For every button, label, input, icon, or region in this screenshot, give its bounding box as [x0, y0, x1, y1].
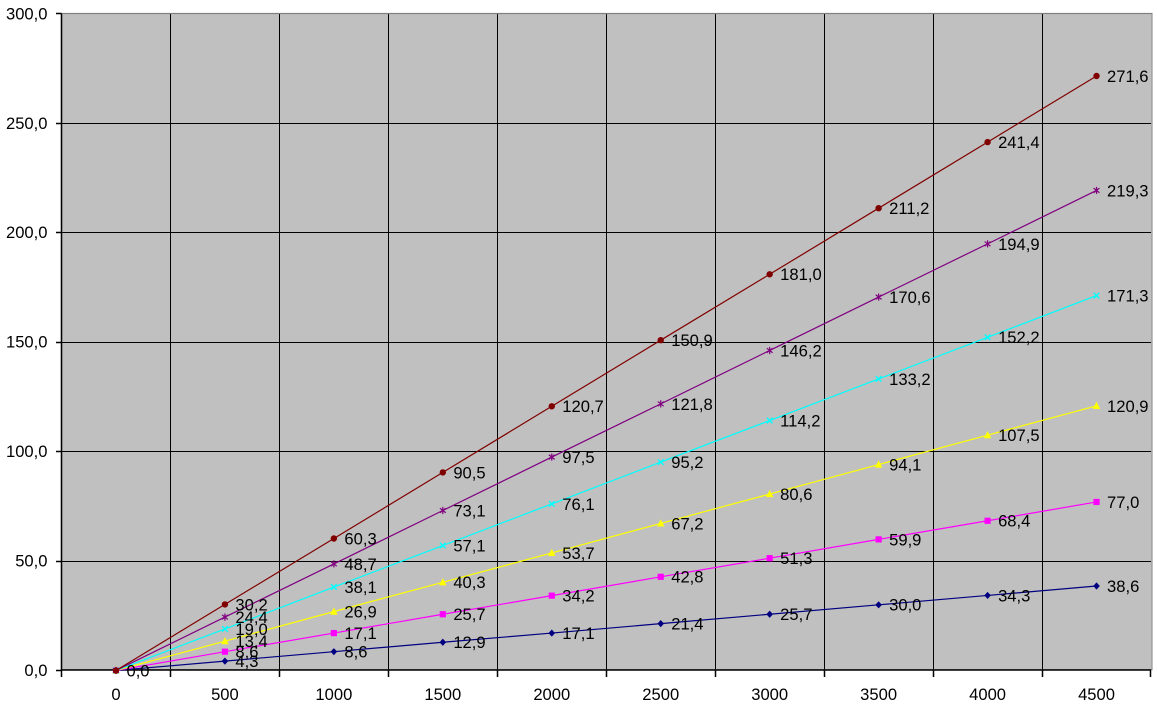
svg-text:4,3: 4,3: [235, 652, 258, 671]
svg-text:77,0: 77,0: [1107, 493, 1139, 512]
svg-text:133,2: 133,2: [889, 370, 931, 389]
svg-text:3000: 3000: [751, 685, 788, 704]
svg-text:25,7: 25,7: [780, 605, 812, 624]
svg-text:0,0: 0,0: [24, 661, 47, 680]
svg-text:2500: 2500: [642, 685, 679, 704]
svg-text:68,4: 68,4: [998, 512, 1030, 531]
svg-text:57,1: 57,1: [453, 536, 485, 555]
svg-text:48,7: 48,7: [344, 555, 376, 574]
svg-text:40,3: 40,3: [453, 573, 485, 592]
svg-text:30,2: 30,2: [235, 595, 267, 614]
svg-text:30,0: 30,0: [889, 596, 921, 615]
svg-text:181,0: 181,0: [780, 265, 822, 284]
svg-text:121,8: 121,8: [671, 395, 713, 414]
svg-text:200,0: 200,0: [6, 223, 48, 242]
svg-text:17,1: 17,1: [344, 624, 376, 643]
svg-text:60,3: 60,3: [344, 529, 376, 548]
svg-text:94,1: 94,1: [889, 455, 921, 474]
svg-text:13,4: 13,4: [235, 632, 267, 651]
svg-text:194,9: 194,9: [998, 235, 1040, 254]
svg-text:26,9: 26,9: [344, 603, 376, 622]
svg-text:25,7: 25,7: [453, 605, 485, 624]
svg-text:170,6: 170,6: [889, 288, 931, 307]
svg-text:19,0: 19,0: [235, 620, 267, 639]
svg-text:0,0: 0,0: [126, 661, 149, 680]
svg-text:171,3: 171,3: [1107, 286, 1149, 305]
svg-text:76,1: 76,1: [562, 495, 594, 514]
svg-text:67,2: 67,2: [671, 514, 703, 533]
svg-text:3500: 3500: [860, 685, 897, 704]
svg-text:0: 0: [111, 685, 120, 704]
svg-text:219,3: 219,3: [1107, 181, 1149, 200]
svg-text:120,9: 120,9: [1107, 397, 1149, 416]
svg-text:38,1: 38,1: [344, 578, 376, 597]
svg-text:211,2: 211,2: [889, 199, 929, 218]
svg-text:38,6: 38,6: [1107, 577, 1139, 596]
svg-text:73,1: 73,1: [453, 501, 485, 520]
svg-text:90,5: 90,5: [453, 463, 485, 482]
svg-text:150,9: 150,9: [671, 331, 713, 350]
svg-text:95,2: 95,2: [671, 453, 703, 472]
svg-text:4500: 4500: [1078, 685, 1115, 704]
svg-text:241,4: 241,4: [998, 133, 1040, 152]
svg-text:146,2: 146,2: [780, 341, 822, 360]
svg-text:34,2: 34,2: [562, 587, 594, 606]
svg-text:59,9: 59,9: [889, 530, 921, 549]
svg-text:1500: 1500: [424, 685, 461, 704]
svg-text:53,7: 53,7: [562, 544, 594, 563]
svg-text:80,6: 80,6: [780, 485, 812, 504]
svg-text:120,7: 120,7: [562, 397, 604, 416]
svg-text:107,5: 107,5: [998, 426, 1040, 445]
svg-text:8,6: 8,6: [344, 643, 367, 662]
svg-text:1000: 1000: [315, 685, 352, 704]
svg-text:150,0: 150,0: [6, 333, 48, 352]
svg-text:4000: 4000: [969, 685, 1006, 704]
svg-text:250,0: 250,0: [6, 114, 48, 133]
svg-text:21,4: 21,4: [671, 615, 703, 634]
svg-text:152,2: 152,2: [998, 328, 1040, 347]
svg-text:97,5: 97,5: [562, 448, 594, 467]
svg-text:114,2: 114,2: [780, 411, 820, 430]
svg-text:50,0: 50,0: [15, 552, 47, 571]
svg-text:12,9: 12,9: [453, 633, 485, 652]
svg-text:271,6: 271,6: [1107, 67, 1149, 86]
svg-text:17,1: 17,1: [562, 624, 594, 643]
svg-text:300,0: 300,0: [6, 4, 48, 23]
svg-text:500: 500: [211, 685, 239, 704]
svg-text:24,4: 24,4: [235, 608, 267, 627]
svg-text:100,0: 100,0: [6, 442, 48, 461]
svg-text:51,3: 51,3: [780, 549, 812, 568]
svg-text:8,6: 8,6: [235, 643, 258, 662]
svg-text:34,3: 34,3: [998, 586, 1030, 605]
svg-text:2000: 2000: [533, 685, 570, 704]
svg-text:42,8: 42,8: [671, 568, 703, 587]
